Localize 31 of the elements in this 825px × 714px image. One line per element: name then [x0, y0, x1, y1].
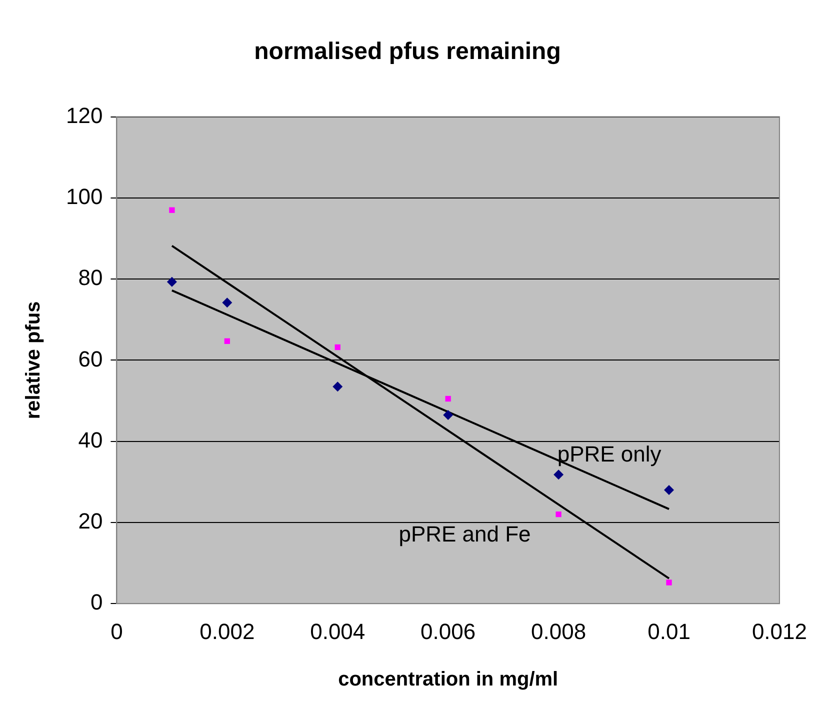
- x-tick-label: 0.008: [531, 618, 586, 644]
- point: [443, 410, 454, 420]
- x-tick-label: 0: [110, 618, 123, 644]
- y-tick-label: 120: [66, 102, 103, 128]
- point: [664, 485, 674, 496]
- point: [445, 396, 451, 402]
- y-tick-label: 80: [78, 265, 103, 290]
- x-tick-label: 0.004: [310, 618, 366, 644]
- point: [554, 470, 564, 480]
- x-axis-title: concentration in mg/ml: [338, 668, 558, 691]
- point: [169, 207, 175, 213]
- y-tick-label: 0: [90, 590, 103, 615]
- y-tick-label: 100: [66, 184, 103, 209]
- point: [666, 580, 672, 586]
- y-tick-label: 20: [78, 508, 103, 534]
- point: [332, 382, 343, 392]
- y-axis-title: relative pfus: [22, 301, 45, 420]
- x-tick-label: 0.002: [200, 618, 255, 644]
- point: [166, 276, 177, 287]
- x-tick-label: 0.012: [752, 618, 808, 644]
- series-label: pPRE and Fe: [398, 521, 531, 546]
- x-tick-label: 0.01: [648, 618, 690, 644]
- y-tick-label: 40: [78, 427, 103, 452]
- x-tick-label: 0.006: [420, 618, 476, 644]
- point: [556, 512, 562, 518]
- series-label: pPRE only: [557, 441, 662, 466]
- point: [334, 344, 340, 350]
- chart-title: normalised pfus remaining: [254, 38, 561, 66]
- point: [224, 338, 230, 344]
- point: [222, 298, 232, 308]
- y-tick-label: 60: [78, 346, 103, 372]
